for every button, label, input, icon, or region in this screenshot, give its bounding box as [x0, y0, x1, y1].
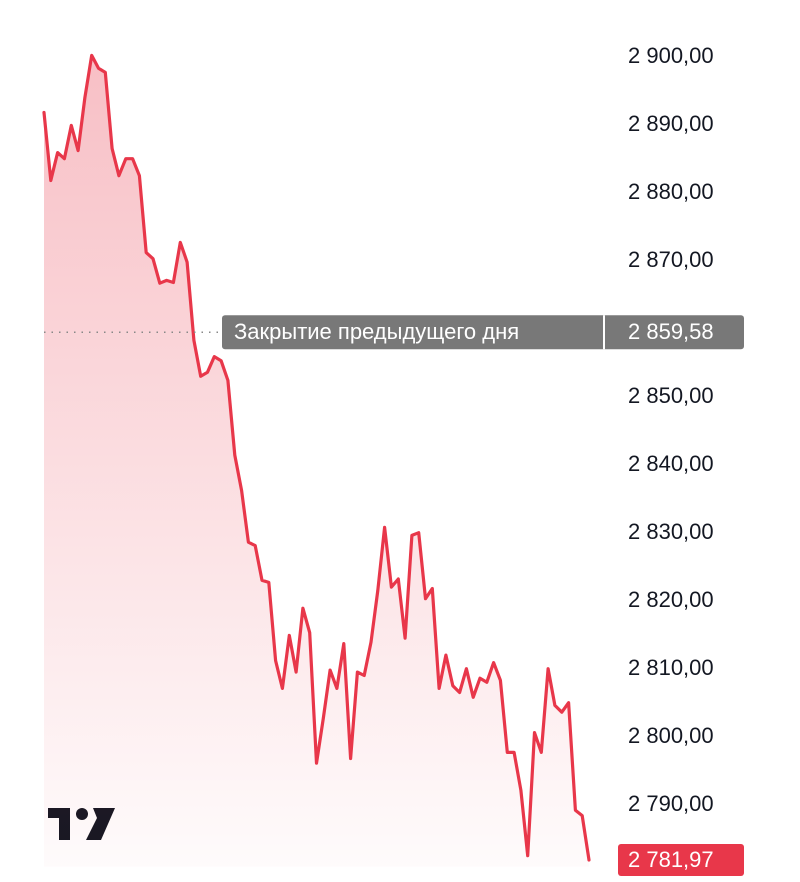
reference-label: Закрытие предыдущего дня — [234, 319, 519, 344]
reference-value-label: 2 859,58 — [628, 319, 714, 344]
area-fill — [44, 55, 589, 867]
y-tick-label: 2 870,00 — [628, 247, 714, 272]
y-tick-label: 2 840,00 — [628, 451, 714, 476]
price-line — [42, 53, 591, 862]
y-tick-label: 2 810,00 — [628, 655, 714, 680]
y-tick-label: 2 790,00 — [628, 791, 714, 816]
y-tick-label: 2 820,00 — [628, 587, 714, 612]
y-tick-label: 2 830,00 — [628, 519, 714, 544]
last-price-badge — [618, 844, 744, 877]
y-tick-label: 2 900,00 — [628, 43, 714, 68]
reference-badge — [222, 315, 744, 350]
y-tick-label: 2 880,00 — [628, 179, 714, 204]
y-tick-label: 2 800,00 — [628, 723, 714, 748]
y-tick-label: 2 890,00 — [628, 111, 714, 136]
y-tick-label: 2 850,00 — [628, 383, 714, 408]
last-price-label: 2 781,97 — [628, 847, 714, 872]
